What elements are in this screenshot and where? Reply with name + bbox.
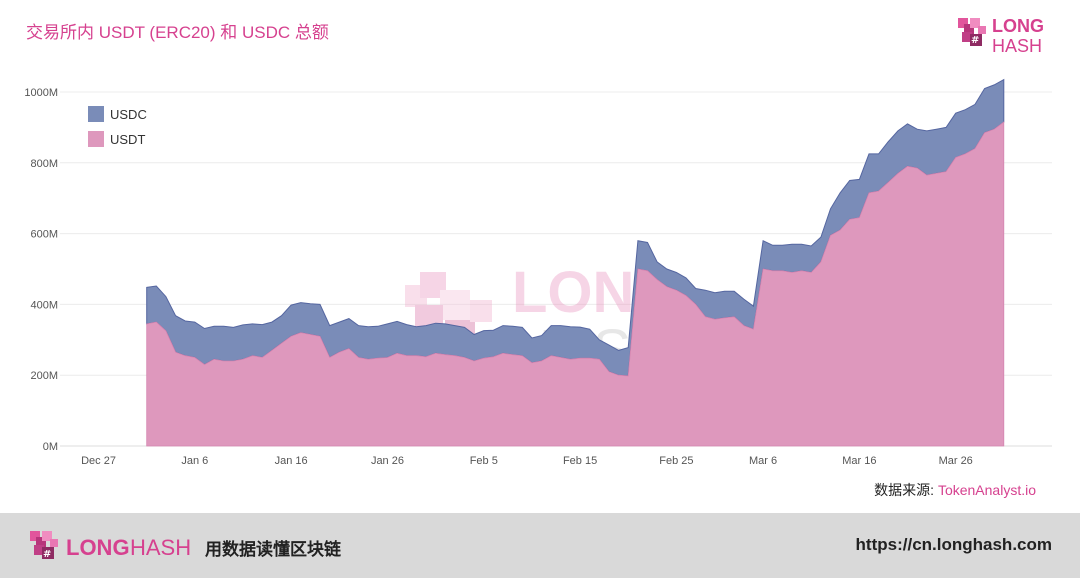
x-tick-label: Jan 26 xyxy=(371,455,404,467)
footer-pixel-hash-icon: # xyxy=(30,531,58,560)
y-tick-label: 1000M xyxy=(24,87,58,99)
svg-text:#: # xyxy=(971,35,979,46)
y-axis-labels: 0M 200M 400M 600M 800M 1000M xyxy=(24,87,58,453)
x-tick-label: Feb 15 xyxy=(563,455,597,467)
legend-swatch xyxy=(88,131,104,147)
x-tick-label: Jan 6 xyxy=(181,455,208,467)
footer-bar: # LONG HASH 用数据读懂区块链 https://cn.longhash… xyxy=(0,513,1080,578)
y-tick-label: 600M xyxy=(30,229,58,241)
stacked-area-chart: 0M 200M 400M 600M 800M 1000M Dec 27 Jan 6 Jan 1… xyxy=(24,78,1052,467)
longhash-logo: # LONG HASH xyxy=(958,16,1044,56)
footer-hash-text: HASH xyxy=(130,535,191,560)
x-tick-label: Feb 25 xyxy=(659,455,693,467)
x-tick-label: Mar 26 xyxy=(939,455,973,467)
pixel-hash-icon: # xyxy=(958,18,986,46)
legend-label: USDC xyxy=(110,107,147,122)
legend-label: USDT xyxy=(110,132,145,147)
legend-swatch xyxy=(88,106,104,122)
svg-text:#: # xyxy=(43,549,51,560)
x-axis-labels: Dec 27 Jan 6 Jan 16 Jan 26 Feb 5 Feb 15 Feb 25… xyxy=(81,455,973,467)
source-label: 数据来源: xyxy=(874,482,938,498)
source-link[interactable]: TokenAnalyst.io xyxy=(937,482,1036,498)
usdt-area xyxy=(146,121,1005,447)
footer-url-link[interactable]: https://cn.longhash.com xyxy=(855,535,1052,554)
y-tick-label: 400M xyxy=(30,299,58,311)
x-tick-label: Feb 5 xyxy=(470,455,498,467)
footer-long-text: LONG xyxy=(66,535,130,560)
logo-hash-text: HASH xyxy=(992,36,1042,56)
chart-legend: USDC USDT xyxy=(88,106,147,147)
series-areas xyxy=(146,78,1005,447)
chart-title: 交易所内 USDT (ERC20) 和 USDC 总额 xyxy=(26,23,329,42)
x-tick-label: Mar 6 xyxy=(749,455,777,467)
x-tick-label: Jan 16 xyxy=(275,455,308,467)
x-tick-label: Mar 16 xyxy=(842,455,876,467)
x-tick-label: Dec 27 xyxy=(81,455,116,467)
y-tick-label: 0M xyxy=(43,441,58,453)
y-tick-label: 800M xyxy=(30,158,58,170)
footer-tagline: 用数据读懂区块链 xyxy=(205,540,341,559)
footer-longhash-logo: # LONG HASH xyxy=(30,531,191,560)
y-tick-label: 200M xyxy=(30,370,58,382)
logo-long-text: LONG xyxy=(992,16,1044,36)
data-source: 数据来源: TokenAnalyst.io xyxy=(874,480,1036,500)
